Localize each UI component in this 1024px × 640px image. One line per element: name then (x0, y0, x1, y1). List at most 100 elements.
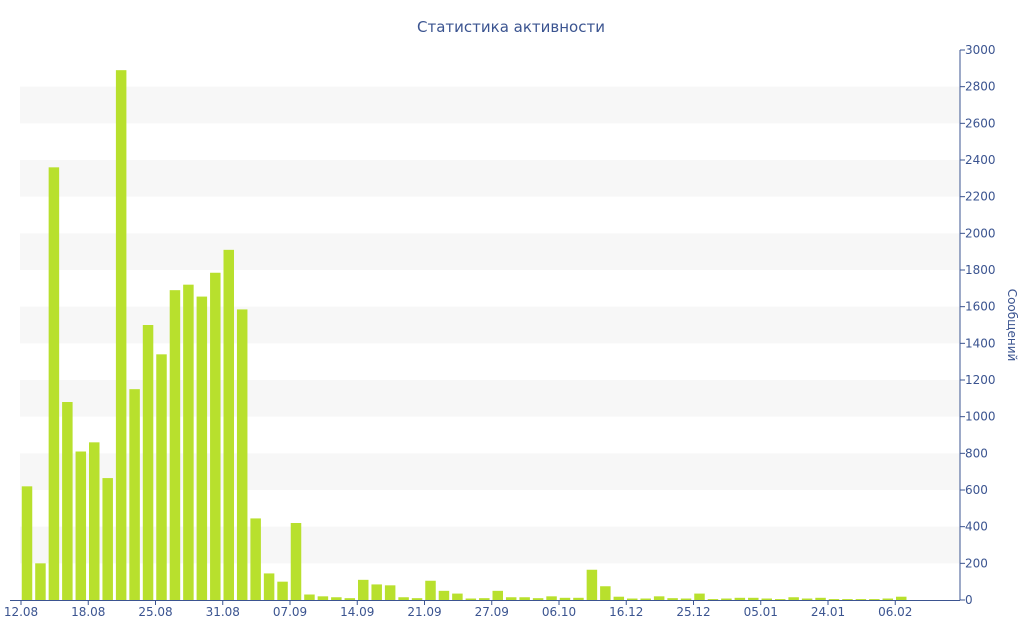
y-axis: 0 200 400 600 800 1000 1200 1400 1600 1800 2000 220… (959, 43, 996, 607)
x-tick-label: 14.09 (340, 605, 374, 619)
bar[interactable] (680, 598, 692, 600)
bar[interactable] (75, 451, 87, 601)
y-tick-label: 1200 (965, 373, 996, 387)
x-tick-label: 25.08 (138, 605, 172, 619)
bar[interactable] (815, 597, 826, 600)
bar[interactable] (156, 354, 167, 600)
bar[interactable] (263, 573, 275, 600)
bar[interactable] (479, 598, 490, 600)
bar[interactable] (600, 586, 611, 600)
bar[interactable] (304, 594, 315, 601)
bar[interactable] (882, 598, 894, 600)
x-tick-label: 06.02 (878, 605, 912, 619)
bar[interactable] (667, 598, 678, 600)
bar[interactable] (317, 596, 329, 600)
bar[interactable] (331, 597, 342, 600)
bar[interactable] (236, 309, 248, 600)
bar[interactable] (492, 590, 504, 600)
grid-band (20, 233, 960, 270)
bar[interactable] (559, 597, 571, 600)
x-tick-label: 06.10 (542, 605, 576, 619)
bar[interactable] (465, 598, 477, 600)
y-tick-label: 1800 (965, 263, 996, 277)
bar[interactable] (707, 599, 719, 600)
bar[interactable] (89, 442, 100, 600)
x-tick-label: 16.12 (609, 605, 643, 619)
bar[interactable] (546, 596, 557, 600)
bar[interactable] (344, 598, 356, 600)
x-tick-label: 27.09 (475, 605, 509, 619)
y-tick-label: 800 (965, 446, 988, 460)
bars-group (21, 70, 907, 601)
bar[interactable] (721, 598, 732, 600)
bar[interactable] (196, 296, 208, 600)
bar[interactable] (277, 581, 288, 600)
y-tick-label: 2600 (965, 116, 996, 130)
y-tick-label: 1600 (965, 300, 996, 314)
y-tick-label: 0 (965, 593, 973, 607)
bar[interactable] (761, 598, 773, 600)
bar[interactable] (223, 249, 235, 600)
x-tick-label: 25.12 (676, 605, 710, 619)
bar[interactable] (896, 596, 907, 600)
bar[interactable] (694, 593, 705, 600)
bar[interactable] (573, 597, 584, 600)
bar[interactable] (21, 486, 33, 600)
bar[interactable] (613, 596, 625, 600)
bar[interactable] (734, 597, 746, 600)
bar[interactable] (398, 597, 409, 600)
bar[interactable] (586, 569, 598, 600)
bar[interactable] (35, 563, 46, 600)
bar[interactable] (505, 597, 517, 600)
bar[interactable] (842, 599, 853, 600)
bar[interactable] (653, 596, 665, 600)
bar[interactable] (250, 518, 261, 600)
bar[interactable] (183, 284, 194, 600)
bar[interactable] (102, 478, 113, 600)
bar[interactable] (290, 523, 302, 600)
bar[interactable] (748, 597, 759, 600)
bar[interactable] (142, 325, 154, 600)
bar[interactable] (640, 598, 651, 600)
bar[interactable] (358, 579, 369, 600)
bar[interactable] (425, 580, 436, 600)
x-tick-label: 18.08 (71, 605, 105, 619)
y-tick-label: 2400 (965, 153, 996, 167)
grid-band (20, 86, 960, 124)
bar[interactable] (115, 70, 127, 601)
bar[interactable] (210, 272, 221, 600)
x-tick-label: 31.08 (206, 605, 240, 619)
bar[interactable] (371, 584, 382, 600)
bar[interactable] (438, 590, 450, 600)
x-axis: 12.08 18.08 25.08 31.08 07.09 14.09 21.09 27.09… (4, 600, 960, 619)
bar[interactable] (129, 389, 140, 600)
x-tick-label: 07.09 (273, 605, 307, 619)
x-tick-label: 21.09 (407, 605, 441, 619)
bar[interactable] (801, 598, 813, 600)
background-bands (20, 86, 960, 564)
bar[interactable] (788, 597, 799, 600)
bar[interactable] (62, 402, 73, 600)
y-tick-label: 600 (965, 483, 988, 497)
bar[interactable] (452, 593, 463, 600)
bar[interactable] (519, 597, 530, 600)
chart-title: Статистика активности (417, 18, 605, 36)
y-tick-label: 3000 (965, 43, 996, 57)
bar[interactable] (169, 290, 181, 600)
y-tick-label: 2200 (965, 190, 996, 204)
x-tick-label: 12.08 (4, 605, 38, 619)
bar[interactable] (627, 598, 638, 600)
bar[interactable] (828, 599, 840, 600)
bar[interactable] (774, 599, 786, 600)
bar[interactable] (532, 598, 544, 600)
bar[interactable] (869, 599, 880, 600)
y-tick-label: 400 (965, 520, 988, 534)
y-tick-label: 1000 (965, 410, 996, 424)
bar[interactable] (855, 599, 867, 600)
y-axis-title: Сообщений (1005, 289, 1019, 362)
bar[interactable] (411, 598, 423, 600)
bar[interactable] (48, 167, 60, 600)
bar[interactable] (384, 585, 396, 600)
y-tick-label: 1400 (965, 336, 996, 350)
